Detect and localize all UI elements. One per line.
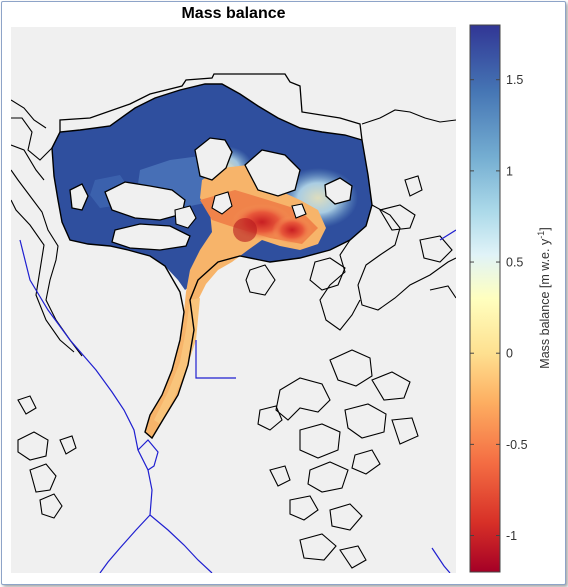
river-line (19, 239, 213, 573)
river-line-east (195, 340, 236, 379)
colorbar: 1.5 1 0.5 0 -0.5 -1 Mass balance [m w.e. y-1] (469, 24, 552, 573)
landmass-outline (319, 109, 456, 331)
colorbar-ticks: 1.5 1 0.5 0 -0.5 -1 (470, 73, 528, 543)
catchment-boundary (59, 73, 363, 141)
nunatak (111, 223, 191, 251)
colorbar-tick-label: 0 (506, 347, 513, 361)
nunatak (244, 149, 301, 197)
coastline (11, 117, 83, 357)
nunatak (194, 137, 233, 181)
island-cluster (257, 349, 419, 569)
nunatak (211, 191, 233, 215)
glacier-outline (51, 83, 373, 440)
colorbar-tick-label: -0.5 (506, 438, 528, 452)
colorbar-gradient (469, 24, 501, 573)
island-cluster-west (17, 395, 77, 519)
colorbar-label: Mass balance [m w.e. y-1] (536, 227, 552, 368)
nunatak (174, 205, 197, 229)
nunatak (324, 177, 353, 205)
colorbar-tick-label: 0.5 (506, 256, 523, 270)
colorbar-tick-label: 1.5 (506, 73, 523, 87)
nunatak (69, 183, 89, 211)
colorbar-tick-label: 1 (506, 164, 513, 178)
nunatak (291, 203, 307, 219)
nunatak (104, 181, 186, 221)
colorbar-tick-label: -1 (506, 529, 517, 543)
map-title: Mass balance (181, 5, 286, 22)
